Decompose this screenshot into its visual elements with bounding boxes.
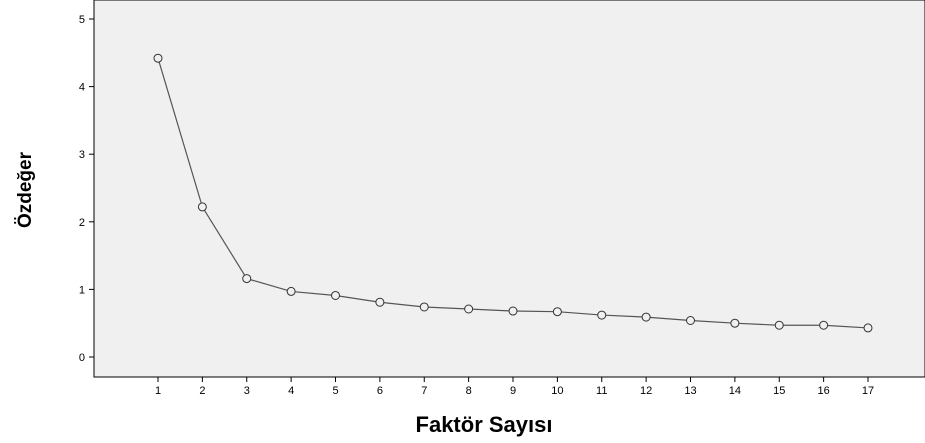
data-point [153, 53, 163, 63]
x-tick-label: 16 [818, 385, 830, 397]
data-point [286, 286, 296, 296]
x-tick-label: 3 [244, 385, 250, 397]
x-tick-label: 17 [862, 385, 874, 397]
data-point [375, 297, 385, 307]
data-point [686, 315, 695, 325]
data-point [641, 312, 651, 322]
data-point [730, 318, 740, 328]
y-tick-label: 1 [79, 284, 85, 296]
y-tick-label: 2 [79, 217, 85, 229]
x-tick-label: 6 [377, 385, 383, 397]
data-points [153, 53, 873, 333]
x-tick-label: 14 [729, 385, 741, 397]
x-tick-label: 11 [596, 385, 607, 397]
y-axis: 0 1 2 3 4 5 [79, 14, 94, 364]
x-tick-label: 12 [640, 385, 652, 397]
y-axis-title: Özdeğer [15, 151, 36, 228]
y-tick-label: 0 [79, 352, 85, 364]
y-tick-label: 4 [79, 82, 85, 94]
x-tick-label: 15 [773, 385, 785, 397]
x-tick-label: 9 [510, 385, 516, 397]
data-point [597, 310, 607, 320]
x-tick-label: 13 [684, 385, 696, 397]
x-tick-label: 4 [288, 385, 294, 397]
data-point [331, 290, 340, 300]
x-axis: 1 2 3 4 5 6 7 8 9 10 11 12 13 14 15 16 17 [155, 377, 874, 397]
x-tick-label: 5 [332, 385, 338, 397]
data-point [863, 323, 873, 333]
data-point [774, 320, 784, 330]
data-point [419, 302, 429, 312]
plot-area [93, 0, 925, 378]
data-point [508, 306, 518, 316]
x-tick-label: 1 [155, 385, 161, 397]
y-tick-label: 3 [79, 149, 85, 161]
y-tick-label: 5 [79, 14, 85, 26]
data-point [242, 274, 252, 284]
x-tick-label: 7 [421, 385, 427, 397]
data-point [819, 320, 829, 330]
data-point [197, 202, 207, 212]
data-point [464, 304, 474, 314]
data-point [552, 307, 562, 317]
x-tick-label: 8 [466, 385, 472, 397]
x-axis-title: Faktör Sayısı [416, 412, 553, 437]
x-tick-label: 10 [551, 385, 563, 397]
x-tick-label: 2 [199, 385, 205, 397]
